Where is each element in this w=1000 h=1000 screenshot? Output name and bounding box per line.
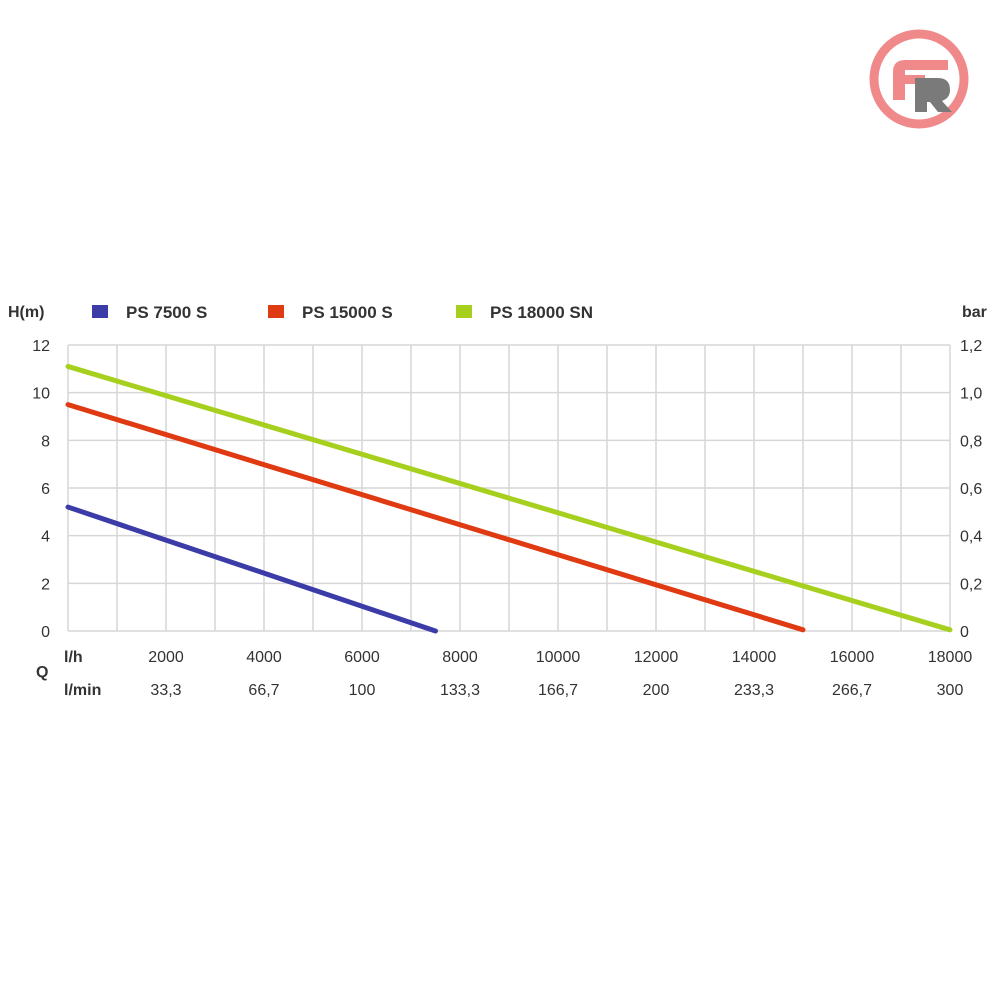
y-tick-label: 10 [32, 386, 50, 403]
x-tick-labels-lmin: 33,3 66,7 100 133,3 166,7 200 233,3 266,7 300 [150, 682, 963, 699]
y-tick-label: 2 [41, 576, 50, 593]
x-tick-label-lmin: 100 [349, 682, 376, 699]
y2-tick-labels: 0 0,2 0,4 0,6 0,8 1,0 1,2 [960, 338, 982, 641]
series-lines [65, 363, 953, 634]
y-tick-labels: 0 2 4 6 8 10 12 [32, 338, 50, 641]
x-tick-label-lmin: 166,7 [538, 682, 578, 699]
logo [869, 29, 969, 129]
series-line-3 [65, 363, 953, 633]
legend-swatch [92, 305, 108, 318]
x-tick-label-lmin: 133,3 [440, 682, 480, 699]
x-tick-label: 8000 [442, 649, 478, 666]
x-tick-labels: 2000 4000 6000 8000 10000 12000 14000 16000 1800… [148, 649, 972, 666]
legend-label: PS 7500 S [126, 303, 207, 322]
legend-swatch [456, 305, 472, 318]
x-tick-label-lmin: 200 [643, 682, 670, 699]
legend-item: PS 15000 S [268, 303, 393, 322]
y-tick-label: 12 [32, 338, 50, 355]
y2-tick-label: 0,4 [960, 529, 982, 546]
x-tick-label: 4000 [246, 649, 282, 666]
y2-tick-label: 1,0 [960, 386, 982, 403]
x-tick-label: 16000 [830, 649, 875, 666]
x-tick-label-lmin: 300 [937, 682, 964, 699]
y2-tick-label: 0,2 [960, 576, 982, 593]
y2-tick-label: 0,8 [960, 433, 982, 450]
x-tick-label: 2000 [148, 649, 184, 666]
y2-axis-title: bar [962, 304, 987, 321]
x-tick-label-lmin: 66,7 [248, 682, 279, 699]
x-tick-label-lmin: 33,3 [150, 682, 181, 699]
y-axis-title: H(m) [8, 304, 44, 321]
logo-ring [869, 29, 969, 129]
x-row1-unit: l/h [64, 649, 83, 666]
legend-swatch [268, 305, 284, 318]
y-tick-label: 6 [41, 481, 50, 498]
legend: PS 7500 S PS 15000 S PS 18000 SN [92, 303, 593, 322]
x-tick-label: 6000 [344, 649, 380, 666]
y2-tick-label: 0 [960, 624, 969, 641]
x-tick-label-lmin: 266,7 [832, 682, 872, 699]
grid [67, 344, 951, 632]
y-tick-label: 4 [41, 529, 50, 546]
x-tick-label-lmin: 233,3 [734, 682, 774, 699]
series-line-1 [65, 504, 438, 634]
series-line-2 [65, 402, 806, 633]
x-tick-label: 18000 [928, 649, 973, 666]
x-tick-label: 10000 [536, 649, 581, 666]
legend-item: PS 7500 S [92, 303, 207, 322]
x-tick-label: 14000 [732, 649, 777, 666]
logo-r-shape [915, 78, 952, 112]
x-axis-title: Q [36, 664, 48, 681]
legend-label: PS 15000 S [302, 303, 393, 322]
legend-item: PS 18000 SN [456, 303, 593, 322]
legend-label: PS 18000 SN [490, 303, 593, 322]
y2-tick-label: 0,6 [960, 481, 982, 498]
x-tick-label: 12000 [634, 649, 679, 666]
y2-tick-label: 1,2 [960, 338, 982, 355]
y-tick-label: 8 [41, 433, 50, 450]
x-row2-unit: l/min [64, 682, 101, 699]
y-tick-label: 0 [41, 624, 50, 641]
